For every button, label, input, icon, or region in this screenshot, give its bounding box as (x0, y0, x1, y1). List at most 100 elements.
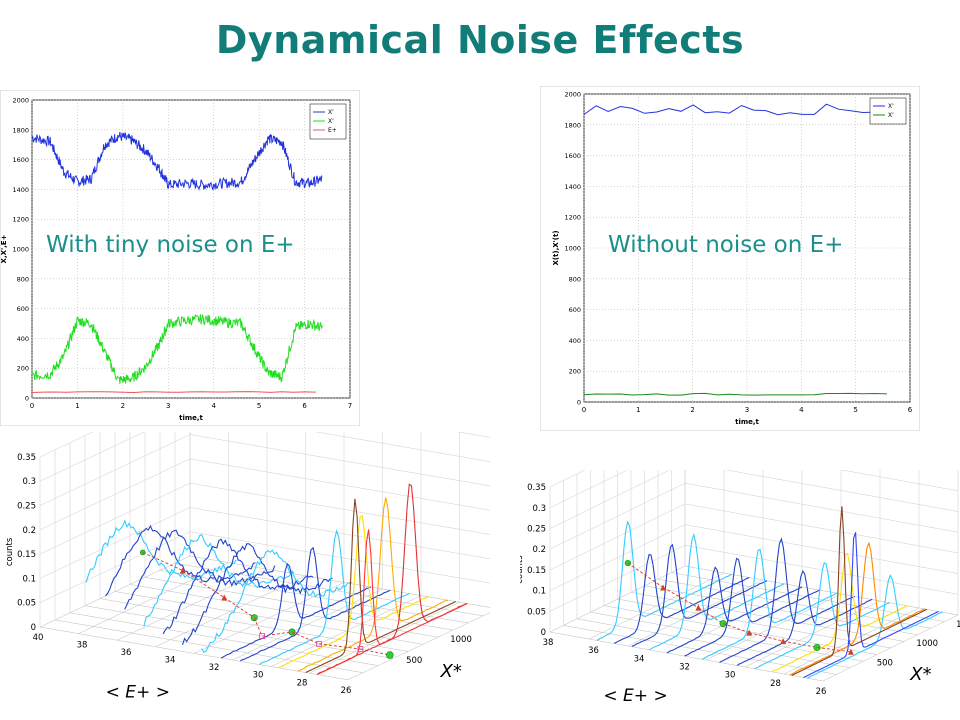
y-tick-label: 1800 (12, 126, 29, 134)
x-tick-label: 5 (853, 406, 857, 414)
floor-grid-line (657, 578, 932, 629)
x-tick-label: 3 (745, 406, 749, 414)
e-tick-label: 30 (725, 671, 736, 681)
distribution-curve (201, 549, 352, 653)
z-axis-label: counts (520, 555, 525, 584)
floor-grid-line (590, 611, 864, 662)
y-axis-label: X(t),X'(t) (552, 230, 560, 265)
z-tick-label: 0 (541, 628, 546, 638)
y-tick-label: 800 (569, 275, 581, 283)
distribution-curve (316, 529, 468, 675)
floor-grid-line (159, 569, 469, 624)
distribution-curve (701, 548, 838, 660)
z-tick-label: 0.2 (22, 526, 36, 536)
legend-box (869, 97, 907, 125)
y-tick-label: 1200 (564, 214, 581, 222)
distribution-curve (162, 538, 314, 635)
distribution-curve (316, 483, 468, 675)
mean-trace-line (253, 617, 263, 637)
z-axis-label: counts (5, 537, 15, 566)
z-tick-label: 0 (31, 623, 36, 633)
mean-marker (288, 628, 296, 636)
chart-bottom-right: 0 0.05 0.1 0.15 0.2 0.25 0.3 0.35 counts 38 36 34 32… (520, 470, 960, 706)
wall-grid-line (725, 470, 959, 512)
series-line-blue (583, 103, 888, 116)
floor-grid-line (576, 618, 851, 669)
e-tick-label: 28 (770, 679, 781, 689)
distribution-curve (631, 543, 768, 647)
wall-grid-line (457, 432, 490, 438)
legend-entry: X' (328, 118, 334, 125)
wall-grid-line (684, 482, 959, 533)
mean-trace-line (360, 648, 390, 656)
x-tick-label: 5 (257, 402, 261, 410)
z-tick-label: 0.35 (527, 483, 546, 493)
x-tick-label: 2 (121, 402, 125, 410)
mean-trace-line (318, 643, 361, 650)
y-tick-label: 1000 (12, 246, 29, 254)
x-tick-label: 6 (908, 406, 913, 414)
distribution-curve (181, 543, 333, 645)
e-tick-label: 36 (588, 646, 599, 656)
floor-grid-line (114, 591, 424, 645)
z-tick-label: 0.05 (527, 607, 546, 617)
y-tick-label: 200 (17, 365, 29, 373)
mean-marker (139, 549, 146, 556)
mean-marker (847, 648, 854, 655)
distribution-curve (736, 570, 873, 667)
e-tick-label: 38 (77, 641, 88, 651)
xstar-tick-label: 1500 (956, 620, 960, 630)
mean-marker (385, 651, 394, 659)
xstar-axis-label: X* (440, 661, 462, 682)
mean-marker (357, 646, 364, 652)
floor-grid-line (603, 605, 878, 655)
distribution-curve (305, 498, 456, 673)
distribution-curve (649, 532, 785, 651)
x-tick-label: 0 (582, 406, 586, 414)
e-axis-label: < E+ > (106, 682, 170, 702)
wall-grid-line (189, 482, 490, 535)
series-line-red (31, 391, 316, 394)
distribution-curve (297, 497, 449, 672)
mean-marker (250, 614, 258, 622)
chart-top-right: 0 1 2 3 4 5 6 0 200 400 600 800 1000 1200 1400 1600 1800… (540, 86, 920, 431)
y-axis-label: X,X',E+ (0, 234, 8, 263)
series-line-green (31, 314, 323, 384)
y-tick-label: 200 (569, 368, 581, 376)
mean-trace-line (816, 646, 851, 653)
e-tick-label: 40 (33, 633, 44, 643)
distribution-curve (85, 519, 237, 583)
y-tick-label: 1200 (12, 216, 29, 224)
z-tick-label: 0.25 (527, 525, 546, 535)
x-tick-label: 7 (348, 402, 352, 410)
y-tick-label: 1600 (12, 156, 29, 164)
e-tick-label: 26 (816, 687, 827, 697)
wall-grid-line (189, 434, 490, 487)
y-tick-label: 600 (17, 305, 29, 313)
y-tick-label: 1600 (564, 152, 581, 160)
wall-grid-line (684, 565, 959, 616)
wall-grid-line (840, 470, 959, 492)
xstar-axis-label: X* (909, 664, 931, 685)
distribution-curve (803, 532, 939, 678)
x-tick-label: 4 (799, 406, 804, 414)
caption-left: With tiny noise on E+ (46, 232, 295, 258)
y-tick-label: 1400 (12, 186, 29, 194)
distribution-curve (754, 561, 890, 670)
y-tick-label: 400 (569, 337, 581, 345)
wall-grid-line (315, 432, 490, 462)
legend-entry: X' (888, 112, 894, 119)
mean-marker (719, 620, 727, 628)
distribution-curve (220, 562, 372, 659)
caption-right: Without noise on E+ (608, 232, 844, 258)
e-tick-label: 36 (121, 648, 132, 658)
legend-entry: E+ (328, 127, 337, 134)
y-tick-label: 1800 (564, 121, 581, 129)
x-tick-label: 0 (30, 402, 34, 410)
mean-marker (695, 604, 702, 611)
e-tick-label: 28 (297, 678, 308, 688)
distribution-curve (259, 528, 410, 666)
wall-grid-line (39, 432, 94, 458)
mean-trace-line (783, 640, 818, 648)
e-tick-label: 34 (165, 656, 176, 666)
